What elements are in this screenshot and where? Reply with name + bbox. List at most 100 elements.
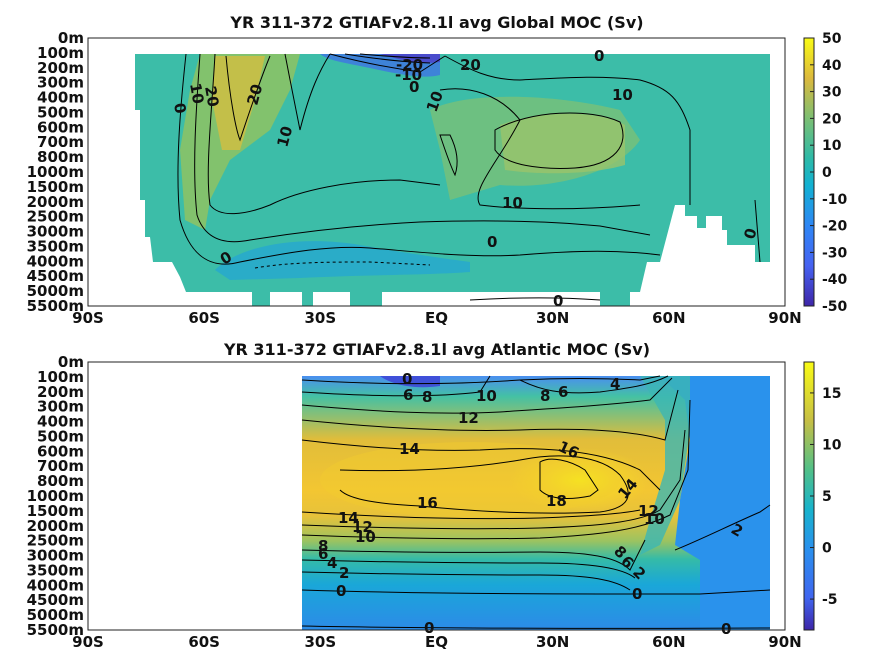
- x-tick-label: 90N: [768, 309, 801, 327]
- contour-label: 0: [594, 47, 604, 65]
- x-tick-label: 90S: [72, 633, 104, 651]
- y-axis: 0m100m200m300m400m500m600m700m800m1000m1…: [27, 353, 84, 639]
- colorbar-tick-label: 0: [822, 165, 832, 181]
- contour-label: 10: [502, 194, 523, 212]
- x-axis: 90S 60S 30S EQ 30N 60N 90N: [72, 633, 802, 651]
- colorbar-tick-label: 30: [822, 85, 842, 101]
- y-tick-label: 3500m: [27, 561, 84, 579]
- colorbar-tick-label: 50: [822, 31, 842, 47]
- y-tick-label: 2500m: [27, 532, 84, 550]
- y-tick-label: 600m: [37, 118, 84, 136]
- y-tick-label: 100m: [37, 368, 84, 386]
- contour-label: 2: [339, 564, 349, 582]
- contour-label: 10: [186, 82, 207, 106]
- colorbar-tick-label: -50: [822, 299, 848, 315]
- colorbar-tick-label: -10: [822, 192, 848, 208]
- y-tick-label: 400m: [37, 413, 84, 431]
- colorbar-tick-label: -30: [822, 245, 848, 261]
- colorbar-tick-label: 10: [822, 138, 842, 154]
- y-tick-label: 1000m: [27, 163, 84, 181]
- y-tick-label: 300m: [37, 398, 84, 416]
- y-tick-label: 4000m: [27, 252, 84, 270]
- y-tick-label: 4500m: [27, 267, 84, 285]
- x-tick-label: 60N: [652, 633, 685, 651]
- x-tick-label: 30S: [304, 633, 336, 651]
- y-tick-label: 2500m: [27, 208, 84, 226]
- colorbar-tick-label: 20: [822, 111, 842, 127]
- contour-label: 0: [740, 226, 760, 241]
- contour-label: 0: [487, 233, 497, 251]
- y-tick-label: 500m: [37, 103, 84, 121]
- y-tick-label: 5000m: [27, 606, 84, 624]
- contour-label: 10: [273, 124, 296, 149]
- contour-label: 12: [352, 518, 373, 536]
- contour-label: 12: [458, 409, 479, 427]
- contour-label: 12: [638, 502, 659, 520]
- y-tick-label: 5500m: [27, 621, 84, 639]
- contour-label: 0: [402, 370, 412, 388]
- colorbar-tick-label: 15: [822, 386, 841, 402]
- heatmap-field: 0 6 8 10 8 6 4 12 14 16 16 18 14 12 10 1…: [301, 370, 771, 638]
- y-tick-label: 2000m: [27, 517, 84, 535]
- contour-label: 6: [403, 386, 413, 404]
- chart-title: YR 311-372 GTIAFv2.8.1l avg Global MOC (…: [229, 13, 643, 32]
- contour-label: 0: [553, 292, 563, 310]
- y-tick-label: 4000m: [27, 576, 84, 594]
- y-tick-label: 2000m: [27, 193, 84, 211]
- colorbar-tick-label: 0: [822, 541, 832, 557]
- panel-atlantic-moc: YR 311-372 GTIAFv2.8.1l avg Atlantic MOC…: [27, 340, 842, 651]
- colorbar-tick-label: 10: [822, 437, 842, 453]
- contour-label: 0: [336, 582, 346, 600]
- contour-label: 6: [558, 383, 568, 401]
- chart-title: YR 311-372 GTIAFv2.8.1l avg Atlantic MOC…: [223, 340, 650, 359]
- contour-label: 8: [422, 388, 432, 406]
- y-tick-label: 3500m: [27, 237, 84, 255]
- contour-label: 14: [399, 440, 420, 458]
- contour-label: 0: [424, 619, 434, 637]
- x-tick-label: 30N: [536, 633, 569, 651]
- contour-label: 10: [355, 528, 376, 546]
- contour-label: -20: [396, 56, 423, 74]
- x-tick-label: EQ: [425, 633, 448, 651]
- contour-label: 16: [417, 494, 438, 512]
- x-tick-label: 90S: [72, 309, 104, 327]
- colorbar-tick-label: -20: [822, 219, 848, 235]
- contour-label: 6: [318, 545, 328, 563]
- panel-global-moc: YR 311-372 GTIAFv2.8.1l avg Global MOC (…: [27, 13, 848, 327]
- contour-label: 0: [409, 78, 419, 96]
- y-tick-label: 600m: [37, 442, 84, 460]
- plot-frame: [87, 361, 786, 631]
- y-tick-label: 1500m: [27, 178, 84, 196]
- contour-label: 20: [201, 85, 222, 109]
- y-tick-label: 1000m: [27, 487, 84, 505]
- x-axis: 90S 60S 30S EQ 30N 60N 90N: [72, 309, 802, 327]
- y-tick-label: 800m: [37, 148, 84, 166]
- contour-label: 18: [546, 492, 567, 510]
- x-tick-label: 90N: [768, 633, 801, 651]
- y-tick-label: 800m: [37, 472, 84, 490]
- heatmap-field: 20 10 0 20 10 -20 -10 0 20 0 10 10 10 0 …: [135, 47, 770, 310]
- colorbar-tick-label: 40: [822, 58, 842, 74]
- colorbar-tick-label: -5: [822, 592, 838, 608]
- contour-label: 0: [721, 620, 731, 638]
- y-tick-label: 500m: [37, 427, 84, 445]
- y-tick-label: 700m: [37, 457, 84, 475]
- contour-label: 4: [610, 375, 620, 393]
- contour-label: 10: [644, 510, 665, 528]
- y-tick-label: 200m: [37, 383, 84, 401]
- y-tick-label: 1500m: [27, 502, 84, 520]
- colorbar-ticks: 15 10 5 0 -5: [810, 386, 842, 608]
- contour-label: 20: [243, 82, 266, 107]
- y-tick-label: 4500m: [27, 591, 84, 609]
- contour-label: 0: [632, 585, 642, 603]
- y-tick-label: 3000m: [27, 223, 84, 241]
- y-tick-label: 300m: [37, 74, 84, 92]
- y-tick-label: 100m: [37, 44, 84, 62]
- y-tick-label: 700m: [37, 133, 84, 151]
- y-tick-label: 200m: [37, 59, 84, 77]
- x-tick-label: 30S: [304, 309, 336, 327]
- contour-label: 14: [338, 509, 359, 527]
- x-tick-label: 60S: [188, 633, 220, 651]
- x-tick-label: 60N: [652, 309, 685, 327]
